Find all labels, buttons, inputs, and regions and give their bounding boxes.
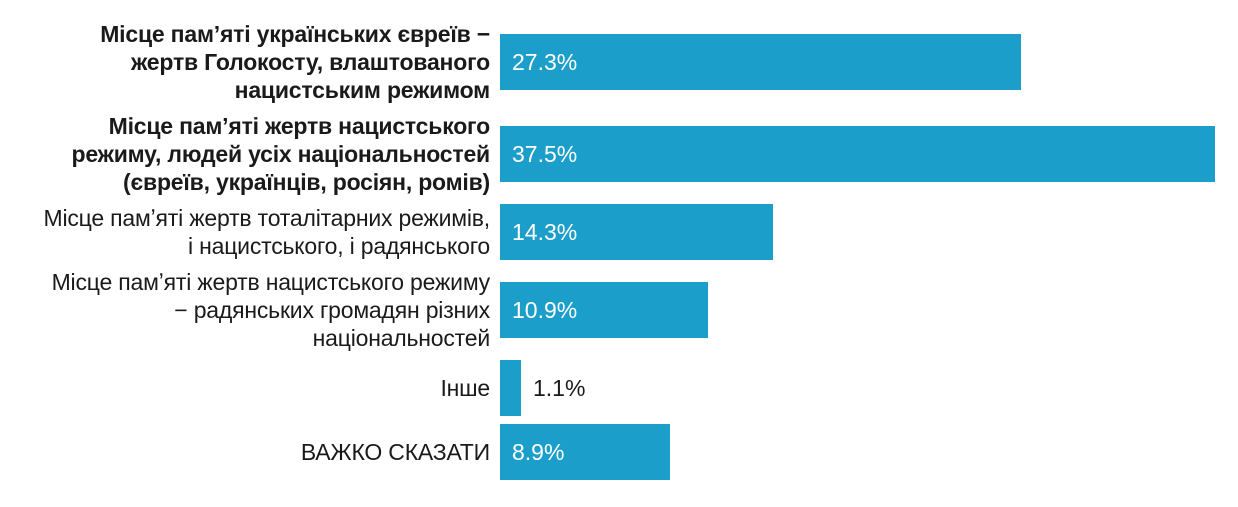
bar: 27.3% — [500, 34, 1021, 90]
category-label: Місце памʼяті жертв нацистського режиму,… — [71, 113, 490, 195]
bar-track: 1.1% — [500, 360, 1238, 416]
bar-track: 10.9% — [500, 282, 1238, 338]
bar — [500, 360, 521, 416]
chart-row: Місце памʼяті українських євреїв − жертв… — [18, 20, 1238, 104]
bar: 14.3% — [500, 204, 773, 260]
bar-track: 37.5% — [500, 126, 1238, 182]
bar-chart: Місце памʼяті українських євреїв − жертв… — [18, 20, 1238, 480]
bar: 37.5% — [500, 126, 1215, 182]
bar-track: 27.3% — [500, 34, 1238, 90]
bar: 8.9% — [500, 424, 670, 480]
category-label: Місце памʼяті українських євреїв − жертв… — [100, 21, 490, 103]
value-label: 14.3% — [512, 218, 578, 245]
chart-row: Місце памʼяті жертв нацистського режиму … — [18, 268, 1238, 352]
chart-row: Місце памʼяті жертв нацистського режиму,… — [18, 112, 1238, 196]
chart-row: Інше 1.1% — [18, 360, 1238, 416]
category-label: Місце памʼяті жертв тоталітарних режимів… — [43, 205, 491, 259]
category-label: Інше — [440, 375, 490, 401]
bar-track: 8.9% — [500, 424, 1238, 480]
value-label: 8.9% — [512, 438, 565, 465]
value-label: 10.9% — [512, 296, 578, 323]
value-label: 37.5% — [512, 140, 578, 167]
bar-track: 14.3% — [500, 204, 1238, 260]
chart-row: Місце памʼяті жертв тоталітарних режимів… — [18, 204, 1238, 260]
value-label: 1.1% — [533, 374, 586, 401]
category-label: Місце памʼяті жертв нацистського режиму … — [51, 269, 491, 351]
bar: 10.9% — [500, 282, 708, 338]
chart-row: ВАЖКО СКАЗАТИ 8.9% — [18, 424, 1238, 480]
category-label: ВАЖКО СКАЗАТИ — [300, 439, 490, 465]
value-label: 27.3% — [512, 48, 578, 75]
